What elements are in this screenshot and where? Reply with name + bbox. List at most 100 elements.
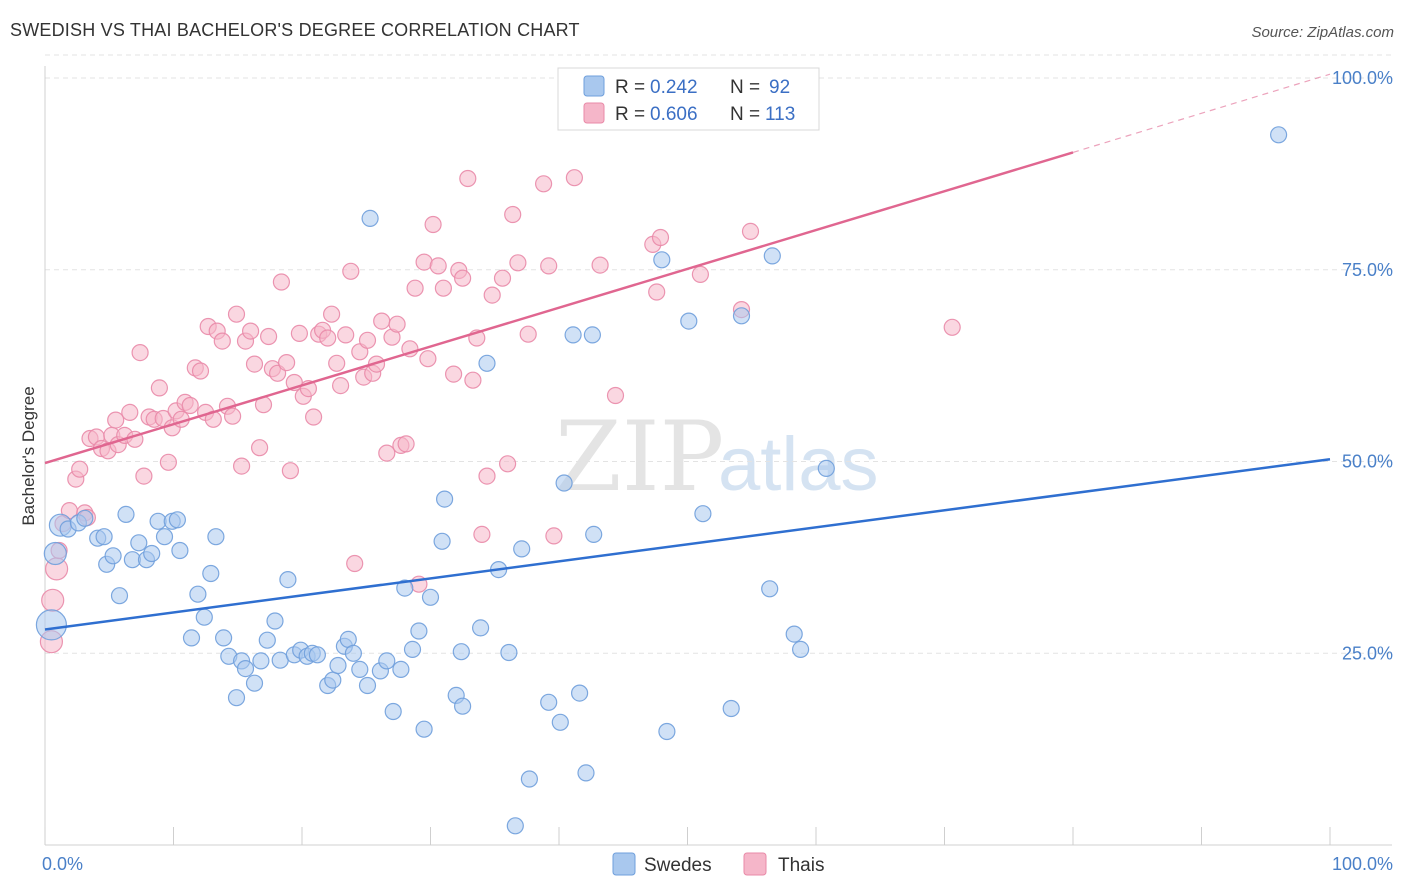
thais-point [342,262,360,280]
swedes-point [258,631,276,649]
thais-point [346,554,364,573]
legend: R = 0.242 N = 92 R = 0.606 N = 113 [557,67,820,131]
swedes-point [76,509,94,527]
thais-point [224,407,242,425]
swedes-point [540,693,558,711]
swedes-point [236,659,255,678]
swedes-point [43,541,67,566]
thais-point [41,588,65,612]
swedes-point [410,622,428,640]
swedes-point [415,720,433,738]
swedes-point [653,251,671,269]
swedes-point [452,643,470,661]
swedes-point [472,619,490,637]
thais-point [135,467,153,485]
thais-point [272,273,290,291]
thais-point [278,354,296,372]
thais-point [493,269,512,287]
thais-point [319,329,337,347]
thais-point [227,305,246,323]
thais-point [464,371,482,389]
swedes-point [117,505,135,524]
thais-point [260,327,278,346]
thais-point [545,527,563,545]
legend-r-value-thais: 0.606 [650,104,698,125]
swedes-point [95,528,113,546]
swedes-point [551,713,569,731]
swedes-point [266,612,284,630]
swedes-point [110,587,129,605]
series-swedes [35,126,1288,835]
swedes-point [817,459,835,477]
swedes-point [564,326,582,344]
swedes-point [555,474,573,492]
swedes-point [215,629,233,647]
thais-point [373,312,391,330]
swedes-point [585,525,603,544]
swedes-point [791,640,810,659]
thais-point [415,253,433,271]
swedes-point [130,534,148,552]
y-tick-label: 25.0% [1342,643,1393,663]
swedes-point [324,671,342,689]
legend-n-label: N = [730,104,760,125]
thais-point [565,169,584,187]
swedes-point [506,817,524,835]
swedes-point [454,697,472,715]
thais-point [281,462,299,480]
swedes-point [433,532,451,550]
swedes-point [227,689,246,707]
thais-point [233,457,251,475]
thais-point [159,453,177,471]
legend-swatch-swedes [583,75,605,97]
swedes-point [392,660,410,679]
thais-point [242,322,260,340]
thais-point [534,175,553,193]
thais-point [406,279,424,297]
thais-point [71,460,89,478]
thais-trend-extension [1072,73,1331,153]
legend-r-label: R = [615,104,645,125]
swedes-point [252,652,270,670]
thais-point [519,325,537,343]
swedes-point [384,702,402,721]
thais-point [337,326,355,344]
watermark-atlas: atlas [718,422,879,507]
thais-point [388,315,406,333]
thais-point [121,403,139,421]
thais-point [459,169,477,188]
thais-point [290,324,308,342]
swedes-point [182,629,201,647]
swedes-point [344,644,362,662]
thais-point [606,386,625,405]
tick-labels: 25.0% 50.0% 75.0% 100.0% 0.0% 100.0% [42,68,1393,874]
swedes-point [195,608,213,626]
trend-lines [44,73,1331,631]
thais-point [419,350,437,368]
bottom-legend-swatch-thais [743,852,767,876]
swedes-point [308,646,326,664]
thais-point [323,305,341,323]
swedes-point [189,585,207,603]
thais-point [591,256,609,274]
swedes-point [329,656,347,675]
axes [44,66,1392,846]
swedes-point [378,652,396,670]
swedes-point [168,511,186,529]
source-credit: Source: ZipAtlas.com [1251,24,1394,41]
swedes-point [155,528,174,546]
thais-trend-line [44,151,1074,465]
swedes-point [171,541,189,560]
swedes-point [732,307,751,325]
thais-point [651,228,670,247]
swedes-point [478,354,496,372]
bottom-legend-swedes: Swedes [644,855,712,876]
legend-r-label: R = [615,77,645,98]
swedes-point [1269,126,1288,144]
thais-point [332,377,350,395]
x-tick-label: 0.0% [42,854,83,874]
thais-point [251,439,269,457]
swedes-point [577,764,595,782]
swedes-point [761,580,779,598]
